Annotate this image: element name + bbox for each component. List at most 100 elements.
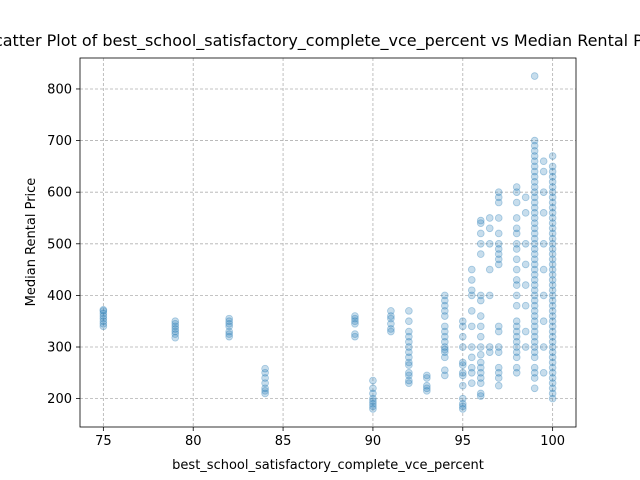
scatter-point	[405, 379, 413, 387]
scatter-point	[467, 286, 476, 295]
scatter-point	[99, 307, 108, 315]
scatter-point	[387, 325, 395, 333]
scatter-point	[467, 363, 476, 372]
scatter-point	[512, 363, 521, 372]
scatter-point	[485, 224, 494, 233]
scatter-point	[369, 397, 377, 405]
scatter-point	[261, 379, 269, 387]
scatter-point	[512, 281, 521, 289]
scatter-point	[530, 147, 539, 155]
scatter-point	[548, 214, 557, 222]
scatter-point	[494, 322, 503, 331]
scatter-point	[548, 229, 557, 238]
scatter-point	[405, 376, 413, 385]
scatter-point	[171, 317, 180, 326]
scatter-point	[99, 306, 108, 314]
scatter-point	[441, 307, 449, 315]
scatter-point	[548, 178, 557, 186]
scatter-point	[476, 219, 485, 227]
scatter-point	[485, 348, 494, 356]
scatter-point	[458, 402, 467, 411]
scatter-point	[476, 374, 485, 382]
scatter-point	[467, 343, 476, 351]
scatter-point	[548, 265, 557, 274]
scatter-point	[405, 353, 413, 362]
scatter-point	[512, 265, 521, 274]
scatter-point	[512, 353, 521, 362]
y-tick-label: 600	[47, 186, 72, 201]
scatter-point	[548, 312, 557, 320]
scatter-point	[476, 389, 485, 398]
scatter-point	[467, 276, 476, 284]
scatter-point	[423, 384, 431, 393]
scatter-point	[548, 250, 557, 258]
scatter-point	[530, 214, 539, 222]
scatter-point	[548, 358, 557, 367]
scatter-point	[548, 353, 557, 362]
y-tick-label: 200	[47, 392, 72, 407]
scatter-point	[530, 327, 539, 336]
scatter-point	[369, 394, 377, 403]
scatter-point	[261, 384, 269, 393]
scatter-point	[512, 317, 521, 326]
scatter-point	[548, 260, 557, 269]
scatter-point	[512, 327, 521, 336]
scatter-point	[494, 188, 503, 196]
chart-title: Scatter Plot of best_school_satisfactory…	[0, 31, 640, 51]
scatter-point	[369, 389, 377, 398]
scatter-point	[171, 319, 180, 328]
scatter-point	[548, 327, 557, 336]
scatter-point	[351, 319, 359, 328]
scatter-point	[548, 322, 557, 331]
scatter-point	[512, 214, 521, 222]
scatter-point	[171, 322, 180, 331]
scatter-point	[530, 353, 539, 362]
scatter-point	[530, 72, 539, 80]
scatter-point	[99, 319, 108, 328]
scatter-point	[530, 234, 539, 243]
scatter-point	[261, 387, 269, 395]
scatter-point	[99, 312, 108, 320]
scatter-point	[441, 353, 449, 362]
scatter-point	[512, 301, 521, 310]
scatter-point	[521, 301, 530, 310]
scatter-point	[467, 379, 476, 387]
scatter-point	[387, 319, 395, 328]
scatter-point	[548, 317, 557, 326]
scatter-point	[530, 152, 539, 160]
scatter-point	[548, 363, 557, 372]
scatter-point	[530, 172, 539, 181]
scatter-point	[548, 374, 557, 382]
scatter-point	[539, 317, 548, 326]
scatter-point	[548, 209, 557, 217]
scatter-point	[530, 301, 539, 310]
scatter-point	[225, 317, 233, 326]
scatter-point	[485, 214, 494, 222]
scatter-point	[512, 348, 521, 356]
scatter-point	[458, 317, 467, 326]
scatter-point	[476, 296, 485, 305]
scatter-point	[225, 322, 233, 331]
scatter-point	[369, 399, 377, 408]
scatter-point	[530, 369, 539, 377]
scatter-point	[548, 255, 557, 264]
scatter-point	[99, 314, 108, 323]
scatter-point	[441, 332, 449, 341]
scatter-point	[512, 245, 521, 253]
scatter-point	[548, 152, 557, 160]
scatter-point	[548, 188, 557, 196]
scatter-point	[476, 229, 485, 238]
scatter-point	[99, 317, 108, 326]
scatter-point	[530, 183, 539, 191]
x-tick-label: 90	[365, 434, 382, 449]
scatter-point	[171, 333, 180, 342]
scatter-point	[548, 379, 557, 387]
scatter-point	[494, 343, 503, 351]
scatter-point	[441, 291, 449, 300]
scatter-point	[548, 296, 557, 305]
scatter-point	[530, 374, 539, 382]
scatter-point	[405, 332, 413, 341]
scatter-point	[512, 338, 521, 346]
x-tick-label: 80	[185, 434, 202, 449]
